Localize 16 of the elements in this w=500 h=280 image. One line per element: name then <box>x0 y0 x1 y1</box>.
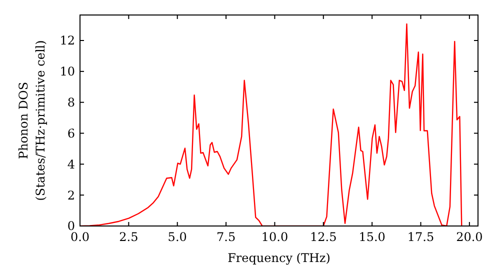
x-tick-label: 17.5 <box>407 230 434 244</box>
x-tick-label: 12.5 <box>310 230 337 244</box>
y-axis-title: Phonon DOS (States/THz·primitive cell) <box>16 40 48 201</box>
y-tick-label: 10 <box>60 64 75 79</box>
x-tick-label: 2.5 <box>119 230 138 244</box>
x-tick-label: 15.0 <box>358 230 386 244</box>
x-tick-label: 20.0 <box>456 230 483 244</box>
y-tick-label: 8 <box>67 96 75 110</box>
x-tick-label: 7.5 <box>216 230 236 244</box>
y-tick-label: 12 <box>60 34 75 48</box>
x-tick-label: 5.0 <box>168 230 187 244</box>
x-axis-title: Frequency (THz) <box>228 251 330 265</box>
y-tick-label: 2 <box>67 188 75 202</box>
y-tick-label: 6 <box>67 126 75 140</box>
x-tick-label: 10.0 <box>261 230 288 244</box>
y-tick-label: 4 <box>67 157 76 172</box>
